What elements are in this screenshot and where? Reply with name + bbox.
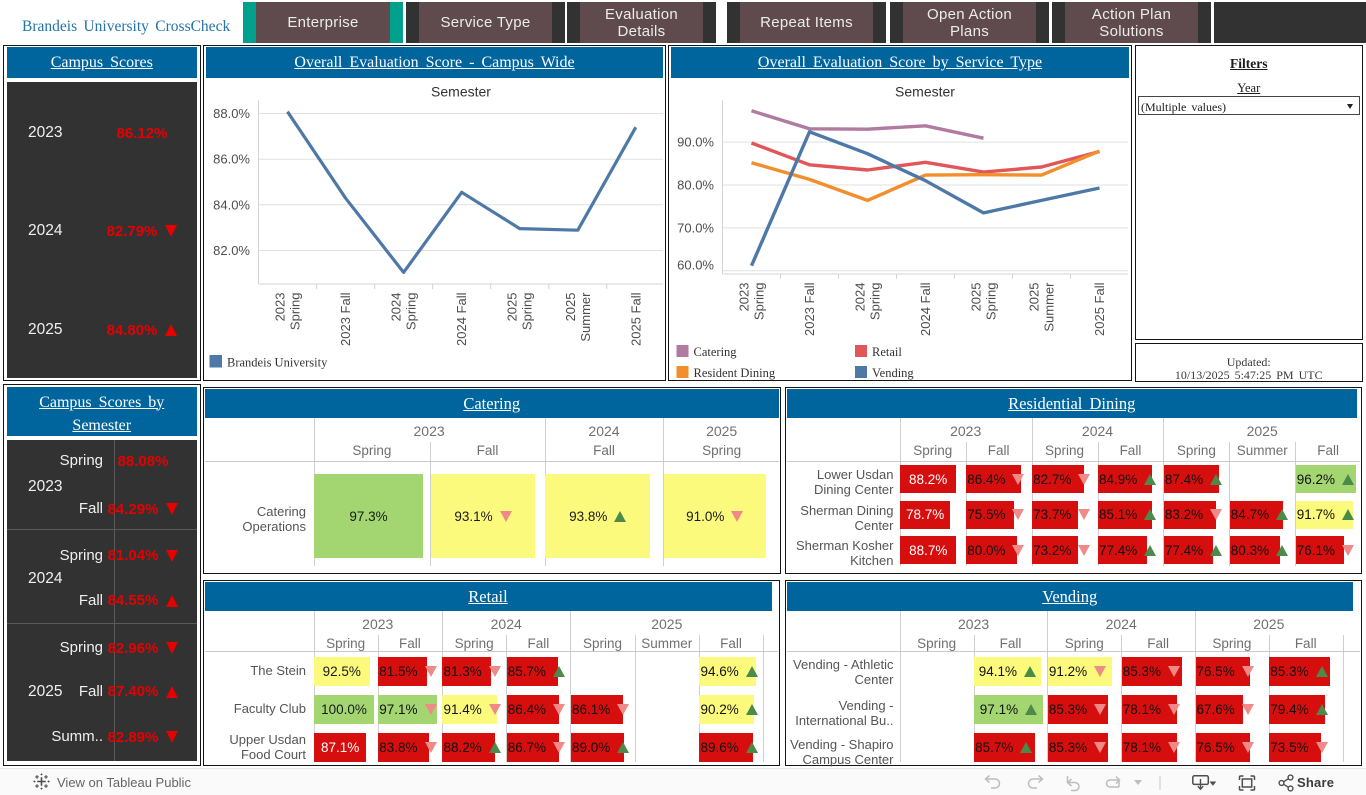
svg-text:Vending: Vending [872, 366, 914, 380]
svg-text:2023: 2023 [273, 292, 288, 321]
svg-text:Brandeis University: Brandeis University [227, 355, 328, 369]
svg-text:Summer: Summer [578, 291, 593, 341]
svg-text:Resident Dining: Resident Dining [694, 366, 776, 380]
svg-text:Retail: Retail [872, 345, 902, 359]
svg-text:Catering: Catering [694, 345, 738, 359]
svg-text:86.0%: 86.0% [213, 151, 250, 166]
svg-text:2024 Fall: 2024 Fall [454, 292, 469, 346]
svg-text:2025: 2025 [969, 282, 984, 311]
svg-text:2025: 2025 [1027, 282, 1042, 311]
svg-text:2024: 2024 [853, 282, 868, 311]
svg-text:Spring: Spring [404, 292, 419, 330]
svg-text:2025 Fall: 2025 Fall [628, 292, 643, 346]
svg-text:80.0%: 80.0% [677, 177, 714, 192]
svg-text:Spring: Spring [288, 292, 303, 330]
svg-text:2023 Fall: 2023 Fall [802, 282, 817, 336]
svg-text:2025: 2025 [563, 292, 578, 321]
svg-text:Semester: Semester [895, 83, 955, 99]
svg-text:60.0%: 60.0% [677, 257, 714, 272]
svg-text:2023 Fall: 2023 Fall [338, 292, 353, 346]
svg-text:84.0%: 84.0% [213, 197, 250, 212]
svg-text:90.0%: 90.0% [677, 134, 714, 149]
svg-text:2024: 2024 [389, 292, 404, 321]
svg-text:Spring: Spring [752, 282, 767, 320]
svg-text:70.0%: 70.0% [677, 220, 714, 235]
svg-text:2023: 2023 [737, 282, 752, 311]
svg-text:Semester: Semester [431, 83, 491, 99]
svg-text:Spring: Spring [984, 282, 999, 320]
svg-text:2024 Fall: 2024 Fall [918, 282, 933, 336]
svg-text:Summer: Summer [1042, 281, 1057, 331]
svg-text:Spring: Spring [520, 292, 535, 330]
svg-text:Spring: Spring [868, 282, 883, 320]
svg-text:2025 Fall: 2025 Fall [1092, 282, 1107, 336]
svg-text:88.0%: 88.0% [213, 106, 250, 121]
svg-text:2025: 2025 [505, 292, 520, 321]
svg-text:82.0%: 82.0% [213, 243, 250, 258]
